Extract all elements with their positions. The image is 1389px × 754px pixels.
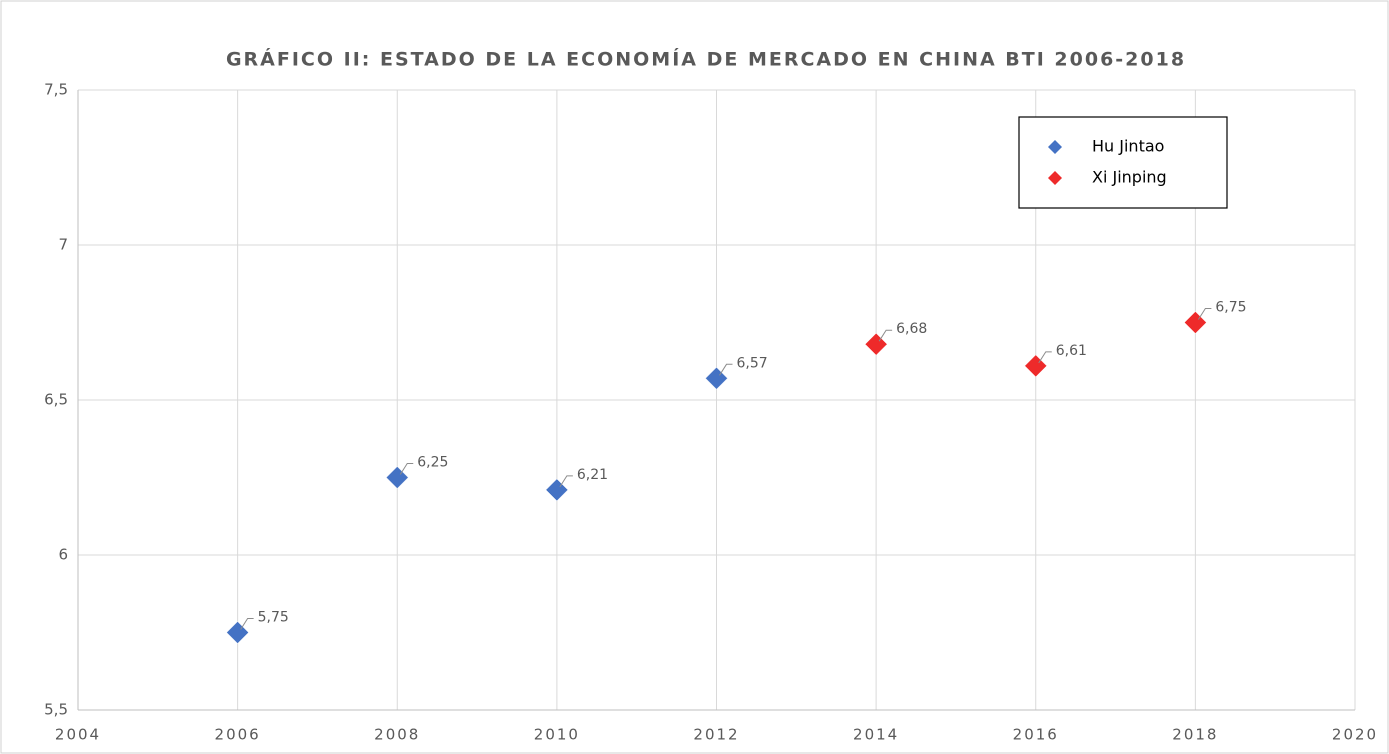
- leader-line: [399, 463, 414, 475]
- x-tick-label: 2020: [1332, 726, 1378, 744]
- y-tick-label: 7,5: [44, 81, 68, 99]
- y-tick-label: 5,5: [44, 701, 68, 719]
- leader-line: [1197, 308, 1212, 320]
- point: [545, 478, 569, 502]
- x-tick-label: 2016: [1013, 726, 1059, 744]
- chart-title: GRÁFICO II: ESTADO DE LA ECONOMÍA DE MER…: [226, 48, 1186, 71]
- data-label: 6,61: [1056, 343, 1087, 359]
- x-tick-label: 2010: [534, 726, 580, 744]
- y-tick-label: 6: [58, 546, 68, 564]
- point: [385, 466, 409, 489]
- x-tick-label: 2012: [693, 726, 739, 744]
- x-tick-label: 2006: [215, 726, 261, 744]
- leader-line: [240, 618, 254, 630]
- y-tick-label: 6,5: [44, 391, 68, 409]
- point: [226, 621, 249, 644]
- data-label: 6,57: [737, 355, 768, 371]
- legend-label: Xi Jinping: [1092, 168, 1167, 187]
- legend-label: Hu Jintao: [1092, 137, 1164, 156]
- x-tick-label: 2014: [853, 726, 899, 744]
- point: [1024, 354, 1048, 378]
- legend-box: [1018, 116, 1228, 209]
- data-label: 5,75: [258, 610, 289, 626]
- data-label: 6,25: [417, 455, 448, 471]
- x-tick-label: 2008: [374, 726, 420, 744]
- leader-line: [878, 329, 893, 342]
- point: [1184, 311, 1207, 334]
- legend-marker: [1048, 140, 1062, 154]
- leader-line: [719, 363, 733, 376]
- x-tick-label: 2004: [55, 726, 101, 744]
- leader-line: [1038, 351, 1052, 364]
- x-tick-label: 2018: [1172, 726, 1218, 744]
- point: [705, 366, 728, 390]
- data-label: 6,21: [577, 467, 608, 483]
- data-label: 6,75: [1215, 300, 1246, 316]
- y-tick-label: 7: [58, 236, 68, 254]
- data-label: 6,68: [896, 321, 927, 337]
- point: [864, 332, 888, 356]
- leader-line: [559, 475, 573, 488]
- legend-marker: [1048, 171, 1062, 185]
